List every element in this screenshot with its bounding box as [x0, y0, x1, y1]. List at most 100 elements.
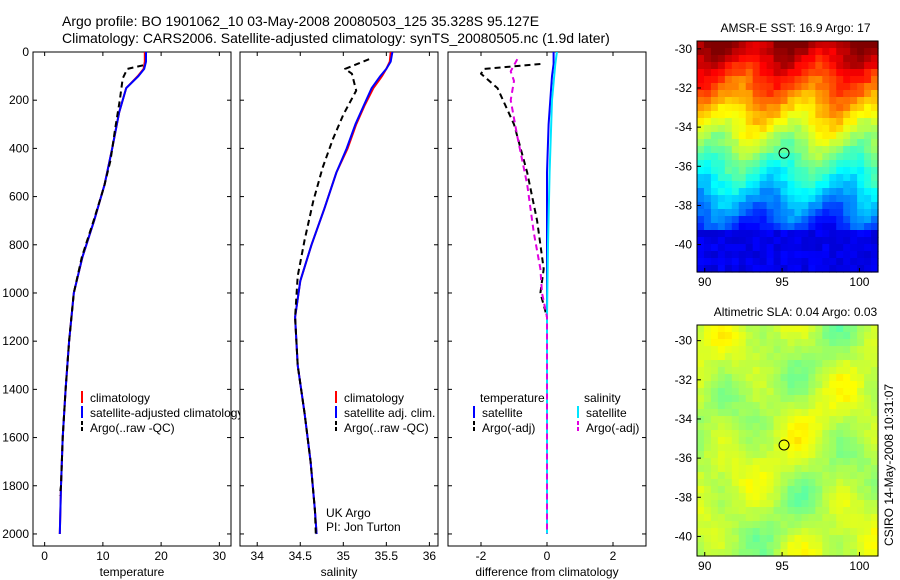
- heatmap-cell: [843, 395, 851, 403]
- heatmap-cell: [766, 353, 775, 361]
- heatmap-cell: [850, 258, 858, 266]
- heatmap-cell: [710, 493, 719, 501]
- heatmap-cell: [801, 258, 809, 266]
- heatmap-cell: [829, 69, 837, 77]
- heatmap-cell: [766, 111, 775, 119]
- heatmap-cell: [766, 542, 775, 550]
- heatmap-cell: [794, 479, 803, 487]
- heatmap-cell: [829, 244, 837, 252]
- heatmap-cell: [794, 41, 803, 49]
- heatmap-cell: [717, 493, 726, 501]
- heatmap-cell: [843, 451, 851, 459]
- heatmap-cell: [745, 500, 754, 508]
- heatmap-cell: [843, 90, 851, 98]
- heatmap-cell: [745, 388, 754, 396]
- heatmap-cell: [717, 188, 726, 196]
- heatmap-cell: [843, 230, 851, 238]
- heatmap-cell: [745, 409, 754, 417]
- heatmap-cell: [697, 90, 705, 98]
- heatmap-cell: [822, 146, 830, 154]
- heatmap-cell: [780, 479, 789, 487]
- heatmap-cell: [864, 132, 872, 140]
- heatmap-cell: [815, 132, 823, 140]
- heatmap-cell: [836, 97, 844, 105]
- heatmap-cell: [710, 346, 719, 354]
- heatmap-cell: [829, 458, 837, 466]
- heatmap-cell: [738, 41, 747, 49]
- heatmap-cell: [773, 325, 782, 333]
- heatmap-cell: [738, 360, 747, 368]
- heatmap-cell: [836, 409, 844, 417]
- y-tick-label: 2000: [2, 527, 29, 541]
- heatmap-cell: [822, 48, 830, 56]
- heatmap-cell: [745, 251, 754, 259]
- heatmap-cell: [815, 209, 823, 217]
- heatmap-cell: [871, 244, 879, 252]
- heatmap-cell: [731, 139, 740, 147]
- heatmap-cell: [822, 339, 830, 347]
- heatmap-cell: [850, 451, 858, 459]
- heatmap-cell: [731, 451, 740, 459]
- heatmap-cell: [871, 374, 879, 382]
- heatmap-cell: [766, 521, 775, 529]
- heatmap-cell: [697, 244, 705, 252]
- heatmap-cell: [724, 339, 733, 347]
- heatmap-cell: [850, 367, 858, 375]
- heatmap-cell: [724, 209, 733, 217]
- y-tick-label: -30: [675, 42, 693, 56]
- heatmap-cell: [717, 479, 726, 487]
- panel-annotation: PI: Jon Turton: [326, 520, 401, 534]
- heatmap-cell: [773, 251, 782, 259]
- heatmap-cell: [731, 437, 740, 445]
- panel-annotation: UK Argo: [326, 506, 371, 520]
- heatmap-cell: [808, 237, 816, 245]
- heatmap-cell: [801, 444, 809, 452]
- heatmap-cell: [710, 237, 719, 245]
- heatmap-cell: [808, 62, 816, 70]
- heatmap-cell: [808, 244, 816, 252]
- heatmap-cell: [738, 486, 747, 494]
- heatmap-cell: [780, 423, 789, 431]
- heatmap-cell: [717, 332, 726, 340]
- heatmap-cell: [697, 265, 705, 273]
- heatmap-cell: [766, 209, 775, 217]
- heatmap-cell: [738, 444, 747, 452]
- heatmap-cell: [738, 216, 747, 224]
- heatmap-cell: [717, 339, 726, 347]
- heatmap-cell: [759, 230, 768, 238]
- heatmap-cell: [871, 104, 879, 112]
- heatmap-cell: [836, 423, 844, 431]
- heatmap-cell: [773, 90, 782, 98]
- heatmap-cell: [822, 195, 830, 203]
- heatmap-cell: [843, 132, 851, 140]
- heatmap-cell: [773, 528, 782, 536]
- heatmap-cell: [794, 146, 803, 154]
- heatmap-cell: [697, 465, 705, 473]
- heatmap-cell: [857, 55, 865, 63]
- heatmap-cell: [752, 104, 761, 112]
- heatmap-cell: [745, 360, 754, 368]
- heatmap-cell: [871, 430, 879, 438]
- heatmap-cell: [703, 174, 712, 182]
- heatmap-cell: [794, 48, 803, 56]
- heatmap-cell: [864, 472, 872, 480]
- heatmap-cell: [710, 395, 719, 403]
- y-tick-label: -38: [675, 198, 693, 212]
- heatmap-cell: [780, 48, 789, 56]
- heatmap-cell: [738, 153, 747, 161]
- heatmap-cell: [703, 125, 712, 133]
- heatmap-cell: [759, 535, 768, 543]
- heatmap-cell: [808, 146, 816, 154]
- heatmap-cell: [829, 188, 837, 196]
- heatmap-cell: [829, 55, 837, 63]
- heatmap-cell: [710, 76, 719, 84]
- heatmap-cell: [697, 332, 705, 340]
- x-tick-label: 100: [849, 275, 869, 289]
- heatmap-cell: [731, 118, 740, 126]
- heatmap-cell: [766, 153, 775, 161]
- heatmap-cell: [794, 416, 803, 424]
- y-tick-label: 1800: [2, 479, 29, 493]
- heatmap-cell: [829, 104, 837, 112]
- heatmap-cell: [829, 139, 837, 147]
- heatmap-cell: [829, 76, 837, 84]
